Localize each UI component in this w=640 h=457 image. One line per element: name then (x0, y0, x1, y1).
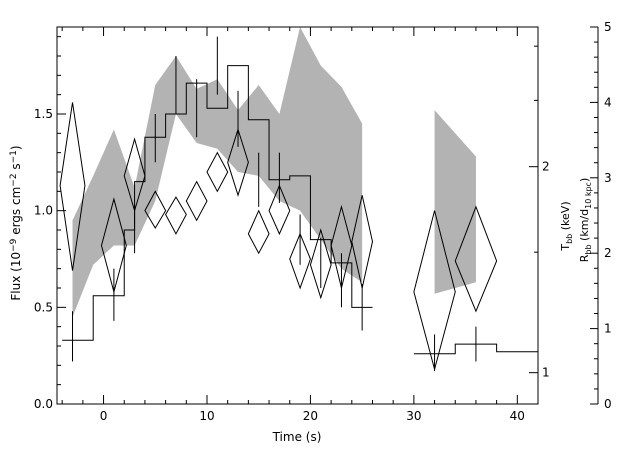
temperature-diamond-11 (309, 228, 332, 300)
y-axis-label-right-inner: Tbb (keV) (559, 201, 574, 251)
y-axis-label-right-outer: Rbb (km/d10 kpc) (578, 178, 593, 263)
y-tick-label-right-outer-0: 0 (604, 397, 612, 411)
x-tick-label-20: 20 (303, 409, 318, 423)
x-tick-label-30: 30 (406, 409, 421, 423)
temperature-diamond-15 (454, 205, 498, 313)
radius-band-layer (72, 27, 476, 317)
x-tick-label-40: 40 (510, 409, 525, 423)
flux-step-layer (62, 36, 538, 372)
temperature-diamond-3 (144, 190, 167, 230)
temperature-diamond-6 (206, 151, 229, 193)
temperature-diamond-layer (59, 102, 498, 372)
temperature-diamond-8 (247, 209, 270, 255)
x-tick-label-0: 0 (100, 409, 108, 423)
axes-layer (56, 26, 539, 405)
y-tick-label-right-outer-4: 4 (604, 95, 612, 109)
temperature-diamond-1 (100, 197, 127, 294)
y-tick-label-left-1: 0.5 (34, 300, 53, 314)
temperature-diamond-2 (123, 137, 146, 213)
plot-frame (56, 26, 539, 405)
y-tick-label-right-outer-2: 2 (604, 246, 612, 260)
y-axis-label-left: Flux (10−9 ergs cm−2 s−1) (9, 145, 23, 300)
temperature-diamond-0 (59, 102, 86, 271)
y-tick-label-left-2: 1.0 (34, 204, 53, 218)
radius-band-0 (72, 27, 363, 317)
y-tick-label-right-outer-1: 1 (604, 322, 612, 336)
temperature-diamond-7 (227, 127, 249, 197)
temperature-diamond-12 (330, 204, 353, 289)
temperature-diamond-10 (289, 232, 311, 290)
temperature-diamond-13 (351, 195, 374, 289)
y-tick-label-right-inner-1: 2 (542, 160, 550, 174)
y-tick-label-right-inner-0: 1 (542, 366, 550, 380)
y-tick-label-right-outer-5: 5 (604, 20, 612, 34)
x-tick-label-10: 10 (199, 409, 214, 423)
temperature-diamond-4 (165, 196, 187, 235)
y-tick-label-left-3: 1.5 (34, 107, 53, 121)
temperature-diamond-9 (268, 184, 291, 236)
x-axis-label: Time (s) (272, 430, 322, 444)
flux-step-line-0 (62, 65, 373, 341)
y-tick-label-right-outer-3: 3 (604, 171, 612, 185)
temperature-diamond-14 (413, 210, 456, 372)
temperature-diamond-5 (185, 180, 208, 222)
radius-band-1 (434, 110, 476, 294)
y-tick-label-left-0: 0.0 (34, 397, 53, 411)
